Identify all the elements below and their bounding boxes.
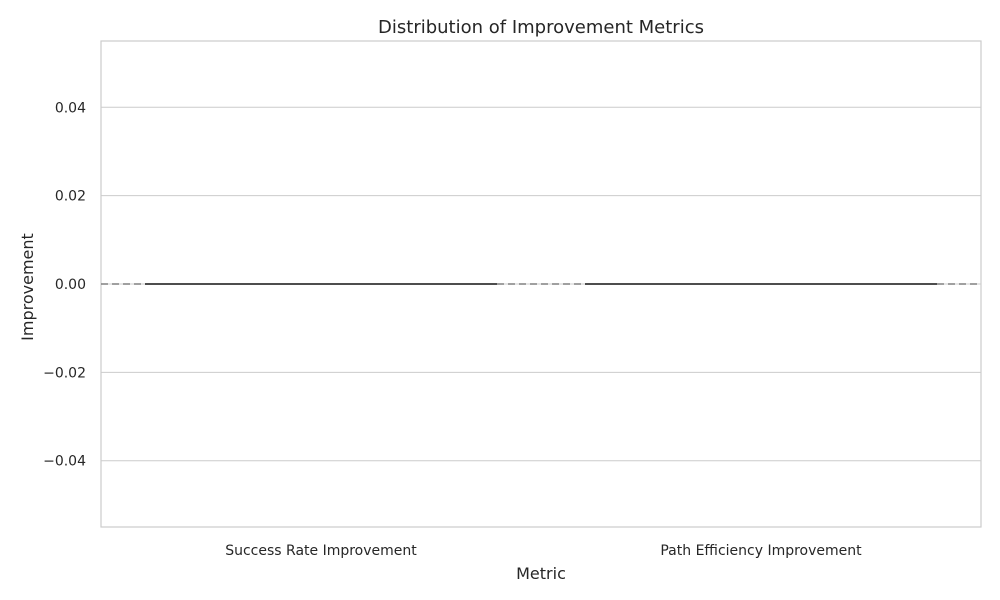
y-tick-labels: −0.04 −0.02 0.00 0.02 0.04 <box>43 100 86 469</box>
x-tick-label: Path Efficiency Improvement <box>660 543 862 559</box>
x-axis-label: Metric <box>516 564 566 583</box>
y-tick-label: 0.00 <box>55 277 86 293</box>
x-tick-label: Success Rate Improvement <box>225 543 417 559</box>
x-tick-labels: Success Rate Improvement Path Efficiency … <box>225 543 862 559</box>
y-axis-label: Improvement <box>18 233 37 341</box>
chart-title: Distribution of Improvement Metrics <box>378 17 704 38</box>
y-tick-label: 0.04 <box>55 100 86 116</box>
y-tick-label: 0.02 <box>55 189 86 205</box>
y-tick-label: −0.04 <box>43 454 86 470</box>
y-tick-label: −0.02 <box>43 365 86 381</box>
